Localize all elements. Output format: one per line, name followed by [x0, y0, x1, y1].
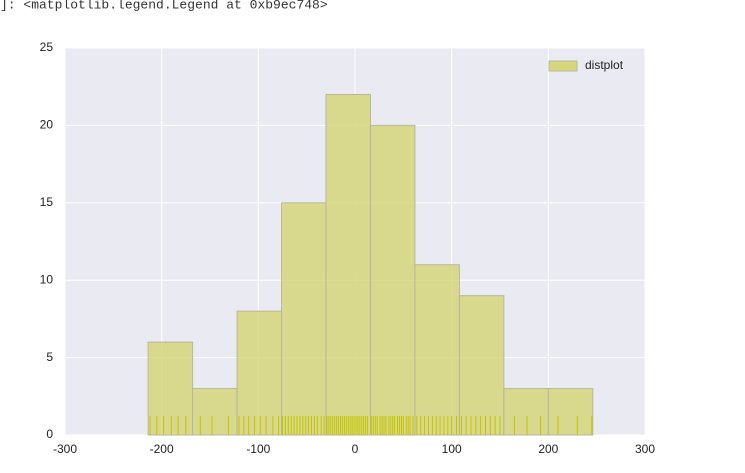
x-tick-label: -200 [150, 442, 174, 456]
histogram-bar [147, 341, 194, 436]
histogram-bar [192, 388, 238, 436]
y-tick-label: 25 [40, 40, 54, 54]
y-tick-label: 5 [46, 350, 53, 364]
y-tick-label: 20 [40, 118, 54, 132]
histogram-bar [547, 388, 594, 436]
histogram-bar [281, 202, 327, 436]
histogram-bar [458, 295, 505, 436]
y-tick-label: 0 [46, 427, 53, 441]
histogram-bar [414, 264, 460, 436]
y-tick-label: 10 [40, 272, 54, 286]
y-tick-label: 15 [40, 195, 54, 209]
x-tick-label: 0 [352, 442, 359, 456]
x-tick-label: 300 [635, 442, 655, 456]
histogram-bar [236, 310, 283, 436]
legend-swatch [548, 60, 578, 72]
x-tick-label: -300 [53, 442, 77, 456]
x-tick-label: 100 [442, 442, 462, 456]
histogram-bar [369, 124, 416, 436]
histogram-bar [503, 388, 549, 436]
x-tick-label: -100 [246, 442, 270, 456]
x-tick-label: 200 [538, 442, 558, 456]
cell-output: ]: <matplotlib.legend.Legend at 0xb9ec74… [0, 0, 328, 12]
legend-label: distplot [585, 58, 624, 72]
histogram-bar [325, 93, 371, 436]
